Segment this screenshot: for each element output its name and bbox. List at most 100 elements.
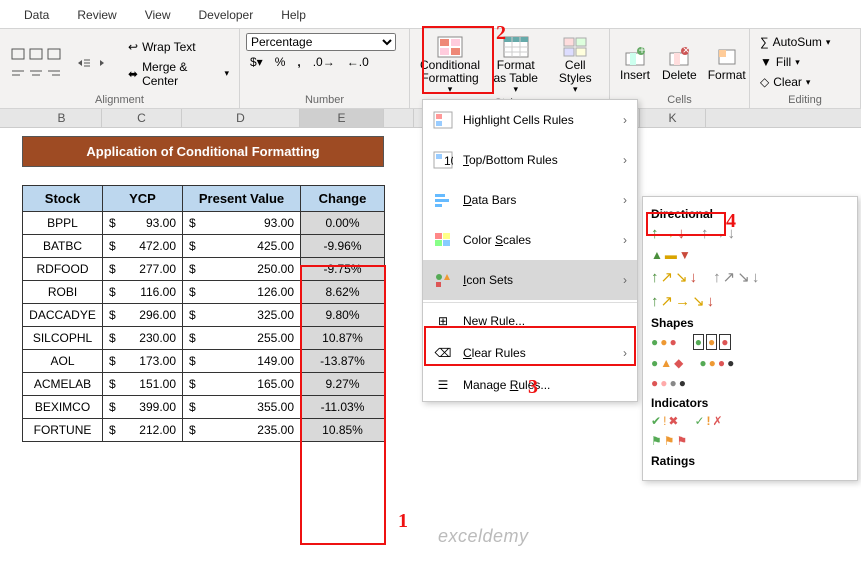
iconset-redtoblack[interactable]: ●●●●: [651, 376, 686, 390]
cell-stock: RDFOOD: [23, 258, 103, 281]
svg-text:10: 10: [444, 154, 453, 168]
delete-button[interactable]: ×Delete: [658, 43, 701, 84]
iconset-4arrows-gray[interactable]: ↑↗↘↓: [713, 268, 759, 286]
menu-color-scales[interactable]: Color Scales›: [423, 220, 637, 260]
iconsets-icon: [433, 270, 453, 290]
wrap-text-button[interactable]: ↩Wrap Text: [124, 38, 233, 56]
callout-box-3: [424, 326, 636, 366]
col-header[interactable]: D: [182, 109, 300, 127]
callout-box-2: [422, 26, 494, 94]
iconset-4trafficlights[interactable]: ●●●●: [699, 356, 734, 370]
watermark: exceldemy: [438, 526, 529, 547]
menu-data-bars[interactable]: Data Bars›: [423, 180, 637, 220]
iconset-5arrows-colored[interactable]: ↑↗→↘↓: [651, 292, 714, 310]
cell-pv: $165.00: [183, 373, 301, 396]
th-chg: Change: [301, 186, 385, 212]
gallery-shapes: Shapes: [651, 316, 849, 330]
topbottom-icon: 10: [433, 150, 453, 170]
cell-stock: BPPL: [23, 212, 103, 235]
marker-2: 2: [496, 22, 506, 45]
cell-stock: SILCOPHL: [23, 327, 103, 350]
cell-ycp: $472.00: [103, 235, 183, 258]
iconset-3flags[interactable]: ⚑⚑⚑: [651, 434, 687, 448]
iconset-3triangles[interactable]: ▲▬▼: [651, 248, 691, 262]
sigma-icon: ∑: [760, 35, 769, 49]
autosum-button[interactable]: ∑AutoSum ▾: [756, 33, 834, 51]
merge-icon: ⬌: [128, 67, 138, 81]
col-header[interactable]: B: [22, 109, 102, 127]
col-header[interactable]: E: [300, 109, 384, 127]
iconset-3signs[interactable]: ●▲◆: [651, 356, 683, 370]
indent-buttons[interactable]: [72, 54, 114, 72]
wrap-text-icon: ↩: [128, 40, 138, 54]
clear-button[interactable]: ◇Clear▾: [756, 73, 814, 91]
cell-change: -9.96%: [301, 235, 385, 258]
cell-ycp: $151.00: [103, 373, 183, 396]
tab-data[interactable]: Data: [10, 2, 63, 28]
insert-button[interactable]: +Insert: [616, 43, 654, 84]
eraser-icon: ◇: [760, 75, 769, 89]
format-button[interactable]: Format: [705, 43, 749, 84]
iconset-3trafficlights[interactable]: ●●●: [651, 334, 677, 350]
menu-highlight-cells[interactable]: Highlight Cells Rules›: [423, 100, 637, 140]
sheet-title: Application of Conditional Formatting: [22, 136, 384, 167]
menu-icon-sets[interactable]: Icon Sets›: [423, 260, 637, 300]
cell-ycp: $277.00: [103, 258, 183, 281]
align-top-row[interactable]: [6, 45, 68, 63]
merge-center-button[interactable]: ⬌Merge & Center▾: [124, 58, 233, 90]
decrease-decimal-button[interactable]: ←.0: [343, 53, 373, 71]
tab-review[interactable]: Review: [63, 2, 130, 28]
svg-text:×: ×: [683, 47, 690, 57]
cell-pv: $93.00: [183, 212, 301, 235]
col-header[interactable]: K: [640, 109, 706, 127]
fill-button[interactable]: ▼Fill▾: [756, 53, 804, 71]
svg-text:+: +: [639, 47, 646, 57]
tab-view[interactable]: View: [131, 2, 185, 28]
percent-button[interactable]: %: [271, 53, 290, 71]
th-ycp: YCP: [103, 186, 183, 212]
cell-stock: BATBC: [23, 235, 103, 258]
cell-stock: BEXIMCO: [23, 396, 103, 419]
menu-top-bottom[interactable]: 10Top/Bottom Rules›: [423, 140, 637, 180]
th-stock: Stock: [23, 186, 103, 212]
currency-button[interactable]: $▾: [246, 53, 267, 71]
iconset-3symbols[interactable]: ✓!✗: [694, 414, 722, 428]
cell-styles-button[interactable]: Cell Styles▾: [548, 33, 604, 97]
callout-box-1: [300, 265, 386, 545]
cell-pv: $250.00: [183, 258, 301, 281]
comma-button[interactable]: ,: [293, 53, 304, 71]
number-format-select[interactable]: Percentage: [246, 33, 396, 51]
cell-pv: $255.00: [183, 327, 301, 350]
ribbon-tab-bar: Data Review View Developer Help: [0, 0, 861, 29]
align-bottom-row[interactable]: [6, 65, 68, 83]
delete-icon: ×: [665, 45, 693, 69]
table-row[interactable]: BPPL$93.00$93.000.00%: [23, 212, 385, 235]
colorscales-icon: [433, 230, 453, 250]
iconset-3trafficlights-rimmed[interactable]: ●●●: [693, 334, 731, 350]
tab-help[interactable]: Help: [267, 2, 320, 28]
cell-ycp: $230.00: [103, 327, 183, 350]
group-number: Number: [246, 94, 403, 106]
table-row[interactable]: BATBC$472.00$425.00-9.96%: [23, 235, 385, 258]
gallery-ratings: Ratings: [651, 454, 849, 468]
tab-developer[interactable]: Developer: [185, 2, 268, 28]
format-icon: [713, 45, 741, 69]
marker-3: 3: [528, 376, 538, 399]
cell-stock: ROBI: [23, 281, 103, 304]
cell-change: 0.00%: [301, 212, 385, 235]
iconset-3symbols-circled[interactable]: ✔!✖: [651, 414, 678, 428]
cell-stock: FORTUNE: [23, 419, 103, 442]
cell-ycp: $399.00: [103, 396, 183, 419]
col-header[interactable]: C: [102, 109, 182, 127]
gallery-indicators: Indicators: [651, 396, 849, 410]
cell-pv: $425.00: [183, 235, 301, 258]
cell-ycp: $173.00: [103, 350, 183, 373]
marker-1: 1: [398, 510, 408, 533]
cell-stock: ACMELAB: [23, 373, 103, 396]
cell-stock: DACCADYE: [23, 304, 103, 327]
managerules-icon: ☰: [433, 375, 453, 395]
increase-decimal-button[interactable]: .0→: [309, 53, 339, 71]
chevron-right-icon: ›: [623, 113, 627, 127]
iconset-4arrows-colored[interactable]: ↑↗↘↓: [651, 268, 697, 286]
callout-box-4: [646, 212, 726, 236]
